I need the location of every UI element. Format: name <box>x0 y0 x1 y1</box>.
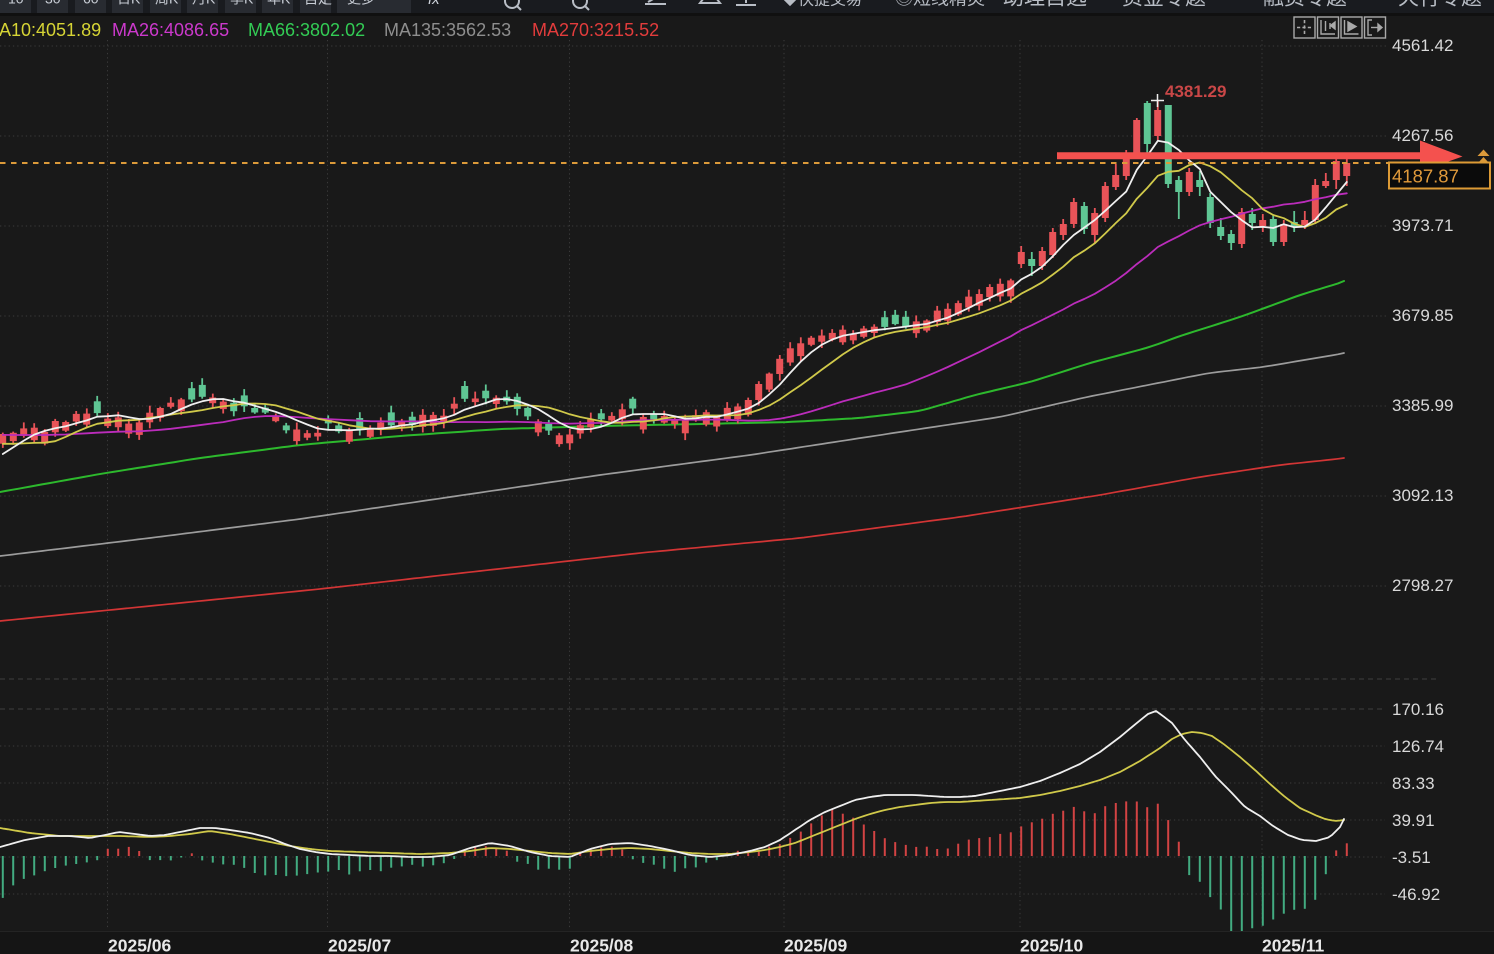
svg-text:2025/10: 2025/10 <box>1020 936 1084 954</box>
svg-text:10: 10 <box>8 0 24 7</box>
svg-text:融资专题: 融资专题 <box>1263 0 1347 10</box>
svg-text:MA66:3802.02: MA66:3802.02 <box>248 20 365 40</box>
svg-text:更多: 更多 <box>347 0 375 7</box>
svg-text:126.74: 126.74 <box>1392 737 1444 756</box>
svg-text:fx: fx <box>428 0 440 8</box>
svg-text:2025/06: 2025/06 <box>108 936 172 954</box>
svg-text:4561.42: 4561.42 <box>1392 36 1453 55</box>
svg-text:◆快捷交易: ◆快捷交易 <box>782 0 862 9</box>
svg-text:自定: 自定 <box>304 0 332 7</box>
svg-text:2025/07: 2025/07 <box>328 936 391 954</box>
svg-text:3679.85: 3679.85 <box>1392 306 1453 325</box>
svg-text:MA135:3562.53: MA135:3562.53 <box>384 20 511 40</box>
svg-text:◎短线精灵: ◎短线精灵 <box>895 0 985 9</box>
svg-text:助理自选: 助理自选 <box>1003 0 1087 10</box>
svg-text:2025/08: 2025/08 <box>570 936 634 954</box>
svg-text:MA26:4086.65: MA26:4086.65 <box>112 20 229 40</box>
svg-text:3973.71: 3973.71 <box>1392 216 1453 235</box>
svg-text:30: 30 <box>45 0 61 7</box>
svg-text:83.33: 83.33 <box>1392 774 1435 793</box>
svg-text:60: 60 <box>83 0 99 7</box>
svg-text:年K: 年K <box>267 0 291 7</box>
svg-text:季K: 季K <box>230 0 254 7</box>
svg-text:天行专题: 天行专题 <box>1398 0 1482 10</box>
svg-text:MA270:3215.52: MA270:3215.52 <box>532 20 659 40</box>
svg-text:170.16: 170.16 <box>1392 700 1444 719</box>
svg-text:周K: 周K <box>155 0 179 7</box>
svg-text:3385.99: 3385.99 <box>1392 396 1453 415</box>
svg-text:2025/09: 2025/09 <box>784 936 848 954</box>
svg-text:4187.87: 4187.87 <box>1392 166 1459 187</box>
svg-text:39.91: 39.91 <box>1392 811 1435 830</box>
svg-text:资金专题: 资金专题 <box>1122 0 1206 10</box>
svg-text:4267.56: 4267.56 <box>1392 126 1453 145</box>
svg-text:3092.13: 3092.13 <box>1392 486 1453 505</box>
svg-text:-46.92: -46.92 <box>1392 885 1440 904</box>
svg-text:2798.27: 2798.27 <box>1392 576 1453 595</box>
svg-text:月K: 月K <box>192 0 216 7</box>
svg-text:MA10:4051.89: MA10:4051.89 <box>0 20 101 40</box>
svg-text:日K: 日K <box>117 0 141 7</box>
svg-text:-3.51: -3.51 <box>1392 848 1431 867</box>
svg-text:4381.29: 4381.29 <box>1165 82 1226 101</box>
svg-text:2025/11: 2025/11 <box>1262 936 1325 954</box>
